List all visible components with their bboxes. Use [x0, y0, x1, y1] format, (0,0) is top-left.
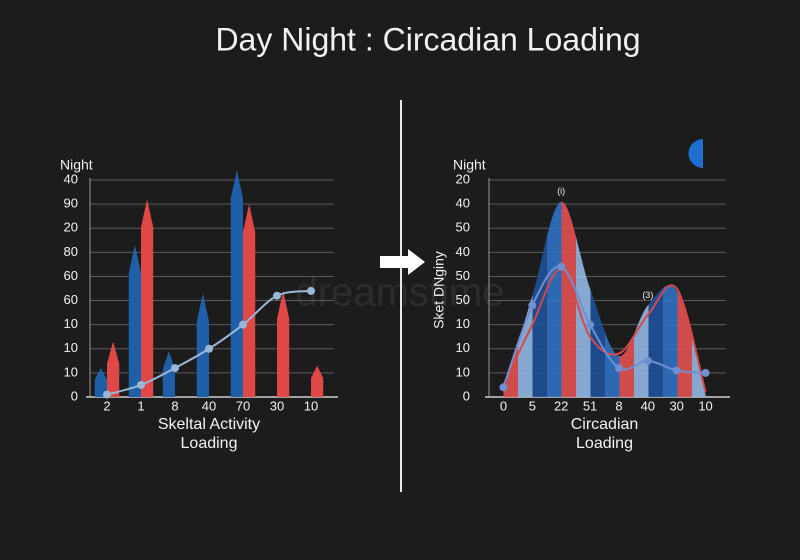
y-tick-label: 40	[456, 196, 470, 211]
y-tick-label: 80	[64, 244, 78, 259]
y-tick-label: 50	[456, 220, 470, 235]
x-tick-label: 8	[171, 398, 178, 413]
y-tick-label: 20	[456, 171, 470, 186]
marker	[137, 380, 145, 389]
y-tick-label: 10	[64, 364, 78, 379]
bar	[196, 293, 209, 397]
watermark: dreamstime	[296, 271, 505, 315]
marker	[239, 320, 247, 329]
marker	[273, 291, 281, 300]
y-tick-label: 0	[463, 388, 470, 403]
y-tick-label: 10	[64, 340, 78, 355]
marker	[307, 286, 315, 295]
y-tick-label: 20	[64, 220, 78, 235]
y-tick-label: 10	[456, 364, 470, 379]
bar	[94, 368, 107, 397]
y-tick-label: 60	[64, 292, 78, 307]
area	[503, 201, 706, 397]
x-tick-label: 2	[103, 398, 110, 413]
y-tick-label: 10	[64, 316, 78, 331]
x-tick-label: 8	[615, 398, 622, 413]
y-tick-label: 10	[456, 340, 470, 355]
y-tick-label: 50	[456, 268, 470, 283]
x-tick-label: 1	[137, 398, 144, 413]
page-title: Day Night : Circadian Loading	[215, 21, 640, 57]
bar	[311, 365, 324, 397]
y-tick-label: 90	[64, 196, 78, 211]
y-tick-label: 0	[71, 388, 78, 403]
marker	[205, 344, 213, 353]
y-tick-label: 40	[456, 244, 470, 259]
x-tick-label: 22	[554, 398, 568, 413]
x-tick-label: 0	[500, 398, 507, 413]
y-tick-label: 60	[64, 268, 78, 283]
x-axis-label: Skeltal Activity	[158, 416, 260, 433]
marker	[614, 364, 623, 373]
bar	[243, 204, 256, 397]
bar	[277, 290, 290, 397]
x-axis-label: Loading	[576, 435, 633, 452]
x-tick-label: 5	[529, 398, 536, 413]
bar	[162, 351, 175, 397]
bar	[141, 199, 154, 397]
marker	[557, 262, 566, 271]
bar	[107, 341, 120, 397]
bar	[230, 170, 243, 397]
annotation: (3)	[642, 290, 653, 300]
x-tick-label: 70	[236, 398, 250, 413]
x-tick-label: 10	[304, 398, 318, 413]
x-tick-label: 40	[641, 398, 655, 413]
top-label: Night	[60, 157, 93, 173]
marker	[171, 364, 179, 373]
half-moon-icon	[688, 139, 703, 168]
marker	[586, 320, 595, 329]
marker	[103, 390, 111, 399]
y-tick-label: 40	[64, 171, 78, 186]
x-tick-label: 10	[698, 398, 712, 413]
marker	[672, 366, 681, 375]
x-tick-label: 51	[583, 398, 597, 413]
x-tick-label: 30	[270, 398, 284, 413]
x-tick-label: 30	[669, 398, 683, 413]
annotation: (i)	[557, 186, 565, 196]
x-axis-label: Loading	[181, 435, 238, 452]
marker	[499, 383, 508, 392]
marker	[528, 301, 537, 310]
bar	[128, 245, 141, 397]
y-tick-label: 10	[456, 316, 470, 331]
arrow	[380, 249, 425, 275]
top-label: Night	[453, 157, 486, 173]
y-tick-label: 50	[456, 292, 470, 307]
x-axis-label: Circadian	[571, 416, 639, 433]
marker	[643, 356, 652, 365]
y-axis-label: Sket DNginy	[431, 251, 447, 329]
x-tick-label: 40	[202, 398, 216, 413]
marker	[701, 368, 710, 377]
